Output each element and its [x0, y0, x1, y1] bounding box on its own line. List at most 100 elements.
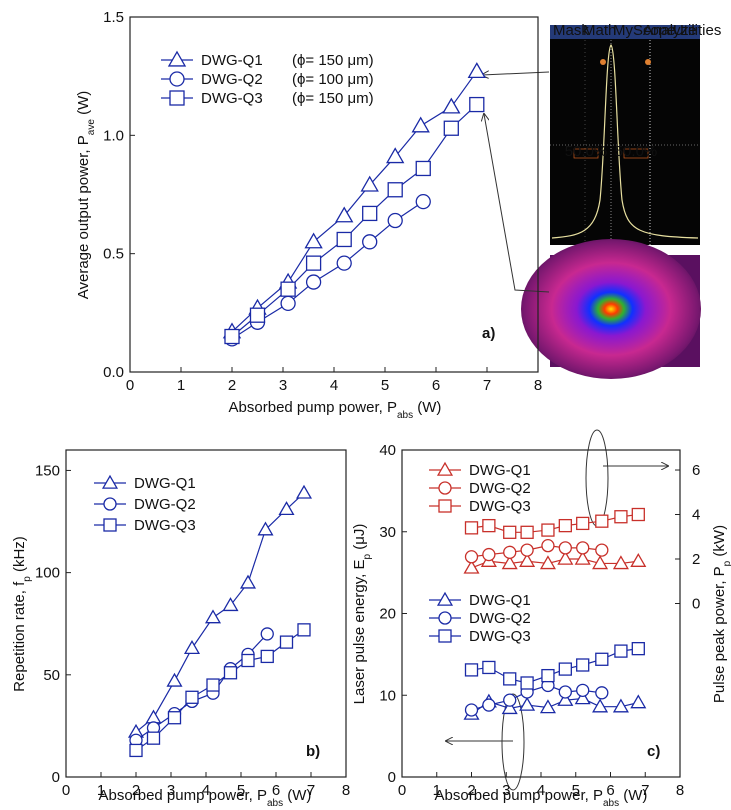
point: [305, 274, 322, 290]
point: [464, 663, 479, 677]
point: [464, 550, 479, 564]
point: [335, 206, 354, 223]
point: [260, 649, 274, 664]
scope-marker-box: [623, 148, 649, 159]
point: [222, 597, 239, 612]
scope-inset: [550, 25, 700, 245]
y-tick-label: 30: [379, 524, 396, 541]
x-tick-label: 8: [676, 782, 684, 799]
x-tick-label: 0: [126, 377, 134, 394]
scope-marker-label: 50.0%: [565, 143, 608, 160]
point: [415, 193, 431, 210]
scope-marker-box: [573, 148, 599, 159]
point: [467, 62, 486, 79]
point: [442, 97, 461, 114]
x-tick-label: 6: [272, 782, 280, 799]
point: [482, 698, 496, 712]
y2-tick-label: 2: [692, 551, 700, 568]
legend-label: DWG-Q3: [201, 90, 263, 107]
x-axis-label-tail: (W): [619, 787, 647, 804]
y-tick-label: 0.5: [103, 246, 124, 263]
point: [279, 635, 294, 649]
point: [145, 709, 162, 724]
scope-menu-item: Utilities: [673, 22, 721, 39]
x-tick-label: 4: [202, 782, 210, 799]
legend-marker: [101, 474, 119, 489]
x-tick-label: 8: [342, 782, 350, 799]
x-tick-label: 7: [483, 377, 491, 394]
point: [129, 743, 143, 758]
point: [501, 700, 518, 715]
legend-marker: [169, 71, 185, 87]
series-line: [471, 648, 639, 684]
point: [576, 541, 590, 555]
point: [541, 668, 555, 683]
y-tick-label: 40: [379, 442, 396, 459]
y-tick-label: 0.0: [103, 364, 124, 381]
x-axis-label-main: Absorbed pump power, P: [99, 787, 267, 804]
point: [539, 555, 556, 570]
legend-label: DWG-Q1: [201, 52, 263, 69]
y-tick-label: 1.5: [103, 9, 124, 26]
y-tick-label: 10: [379, 687, 396, 704]
x-tick-label: 2: [467, 782, 475, 799]
point: [503, 545, 517, 559]
x-tick-label: 3: [167, 782, 175, 799]
point: [305, 255, 322, 271]
point: [612, 698, 629, 713]
legend-marker: [438, 499, 452, 513]
legend-marker: [438, 481, 452, 495]
scope-menu-item: MyScope: [613, 22, 676, 39]
point: [541, 539, 555, 553]
y-axis-label-sub: p: [22, 576, 33, 582]
series-line: [135, 492, 305, 733]
x-tick-label: 1: [97, 782, 105, 799]
point: [501, 555, 518, 570]
y-axis-label-tail: (μJ): [351, 524, 368, 554]
y-axis-label-sub: p: [362, 554, 373, 560]
point: [336, 255, 352, 271]
legend-marker: [438, 629, 452, 643]
series-line: [135, 629, 305, 751]
scope-menu-item: Mask: [553, 22, 589, 39]
point: [241, 653, 255, 668]
x-axis-label-main: Absorbed pump power, P: [435, 787, 603, 804]
y2-tick-label: 0: [692, 595, 700, 612]
y2-axis-label-sub: p: [722, 560, 731, 566]
point: [223, 666, 238, 680]
point: [185, 690, 199, 704]
y-axis-label-sub: ave: [86, 119, 97, 136]
series-line: [231, 104, 478, 337]
point: [557, 550, 574, 565]
point: [146, 731, 161, 745]
point: [595, 543, 609, 557]
panel-label: c): [647, 743, 660, 760]
x-axis-label: Absorbed pump power, Pabs (W): [229, 399, 442, 421]
point: [612, 555, 629, 570]
point: [280, 295, 296, 312]
point: [482, 518, 496, 533]
point: [183, 640, 201, 654]
point: [443, 120, 459, 136]
point: [631, 642, 645, 656]
y-tick-label: 0: [52, 769, 60, 786]
point: [595, 652, 609, 666]
point: [574, 690, 591, 705]
x-tick-label: 1: [433, 782, 441, 799]
x-tick-label: 7: [307, 782, 315, 799]
point: [520, 525, 534, 539]
legend-label: DWG-Q2: [134, 496, 196, 513]
point: [519, 696, 536, 711]
x-axis-label-tail: (W): [413, 399, 441, 416]
series-line: [471, 558, 639, 569]
point: [503, 693, 517, 707]
point: [387, 212, 403, 229]
x-tick-label: 5: [381, 377, 389, 394]
legend-note: (ϕ= 100 μm): [292, 71, 374, 88]
legend-note: (ϕ= 150 μm): [292, 52, 374, 69]
point: [631, 507, 645, 522]
point: [360, 175, 379, 192]
point: [482, 660, 496, 675]
point: [519, 553, 536, 567]
legend-marker: [103, 518, 117, 532]
